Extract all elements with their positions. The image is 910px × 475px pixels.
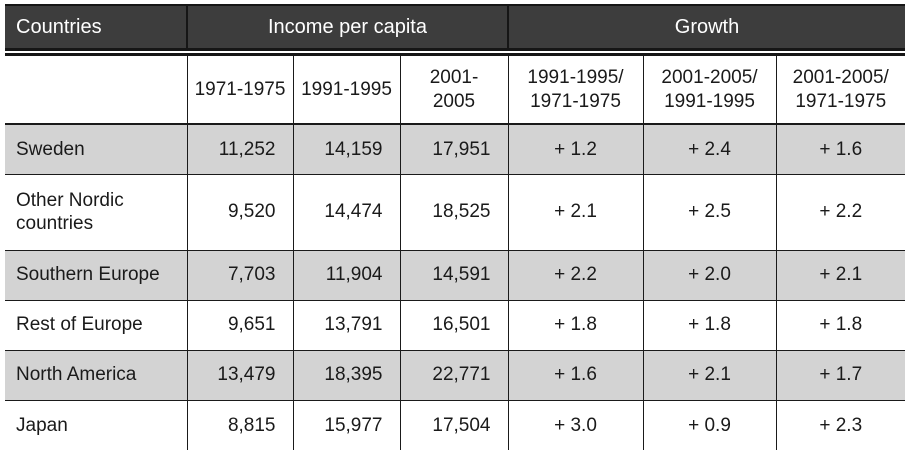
growth-cell: + 2.1 xyxy=(775,249,906,301)
growth-cell: + 1.8 xyxy=(775,299,906,351)
income-cell: 22,771 xyxy=(399,349,509,401)
growth-cell: + 0.9 xyxy=(642,399,777,450)
growth-cell: + 2.3 xyxy=(775,399,906,450)
country-cell: North America xyxy=(5,349,188,401)
table-row-north-america: North America 13,479 18,395 22,771 + 1.6… xyxy=(5,349,906,401)
table-row-rest-of-europe: Rest of Europe 9,651 13,791 16,501 + 1.8… xyxy=(5,299,906,351)
income-cell: 13,479 xyxy=(186,349,294,401)
country-cell: Other Nordic countries xyxy=(5,173,188,251)
header-growth-period-2: 2001-2005/ 1991-1995 xyxy=(642,52,777,125)
growth-cell: + 2.0 xyxy=(642,249,777,301)
growth-cell: + 2.1 xyxy=(642,349,777,401)
header-period-row: 1971-1975 1991-1995 2001- 2005 1991-1995… xyxy=(5,52,906,125)
income-cell: 18,525 xyxy=(399,173,509,251)
income-cell: 14,159 xyxy=(292,123,401,175)
growth-cell: + 2.5 xyxy=(642,173,777,251)
income-cell: 14,591 xyxy=(399,249,509,301)
growth-cell: + 2.4 xyxy=(642,123,777,175)
table-body: Sweden 11,252 14,159 17,951 + 1.2 + 2.4 … xyxy=(5,123,906,450)
country-cell: Rest of Europe xyxy=(5,299,188,351)
income-cell: 7,703 xyxy=(186,249,294,301)
country-cell: Southern Europe xyxy=(5,249,188,301)
income-cell: 18,395 xyxy=(292,349,401,401)
header-income-period-1: 1971-1975 xyxy=(186,52,294,125)
income-cell: 9,520 xyxy=(186,173,294,251)
header-income-per-capita: Income per capita xyxy=(186,4,508,56)
growth-cell: + 1.6 xyxy=(775,123,906,175)
table-row-other-nordic: Other Nordic countries 9,520 14,474 18,5… xyxy=(5,173,906,251)
income-cell: 9,651 xyxy=(186,299,294,351)
country-cell: Sweden xyxy=(5,123,188,175)
header-growth-period-3: 2001-2005/ 1971-1975 xyxy=(775,52,906,125)
table-row-sweden: Sweden 11,252 14,159 17,951 + 1.2 + 2.4 … xyxy=(5,123,906,175)
growth-cell: + 1.8 xyxy=(642,299,777,351)
header-empty-cell xyxy=(5,52,188,125)
income-cell: 17,504 xyxy=(399,399,509,450)
growth-cell: + 3.0 xyxy=(507,399,644,450)
table-header: Countries Income per capita Growth 1971-… xyxy=(5,4,906,125)
header-growth-period-1: 1991-1995/ 1971-1975 xyxy=(507,52,644,125)
growth-cell: + 2.1 xyxy=(507,173,644,251)
growth-cell: + 1.6 xyxy=(507,349,644,401)
header-group-row: Countries Income per capita Growth xyxy=(5,4,906,56)
income-cell: 13,791 xyxy=(292,299,401,351)
growth-cell: + 1.7 xyxy=(775,349,906,401)
income-cell: 14,474 xyxy=(292,173,401,251)
growth-cell: + 2.2 xyxy=(507,249,644,301)
country-cell: Japan xyxy=(5,399,188,450)
growth-cell: + 1.8 xyxy=(507,299,644,351)
income-cell: 11,252 xyxy=(186,123,294,175)
header-countries: Countries xyxy=(5,4,187,56)
header-growth: Growth xyxy=(506,4,906,56)
header-income-period-2: 1991-1995 xyxy=(292,52,401,125)
income-growth-table: Countries Income per capita Growth 1971-… xyxy=(5,4,906,450)
table-row-japan: Japan 8,815 15,977 17,504 + 3.0 + 0.9 + … xyxy=(5,399,906,450)
income-cell: 15,977 xyxy=(292,399,401,450)
growth-cell: + 1.2 xyxy=(507,123,644,175)
income-cell: 11,904 xyxy=(292,249,401,301)
header-income-period-3: 2001- 2005 xyxy=(399,52,509,125)
income-cell: 17,951 xyxy=(399,123,509,175)
growth-cell: + 2.2 xyxy=(775,173,906,251)
income-cell: 16,501 xyxy=(399,299,509,351)
income-cell: 8,815 xyxy=(186,399,294,450)
table-row-southern-europe: Southern Europe 7,703 11,904 14,591 + 2.… xyxy=(5,249,906,301)
